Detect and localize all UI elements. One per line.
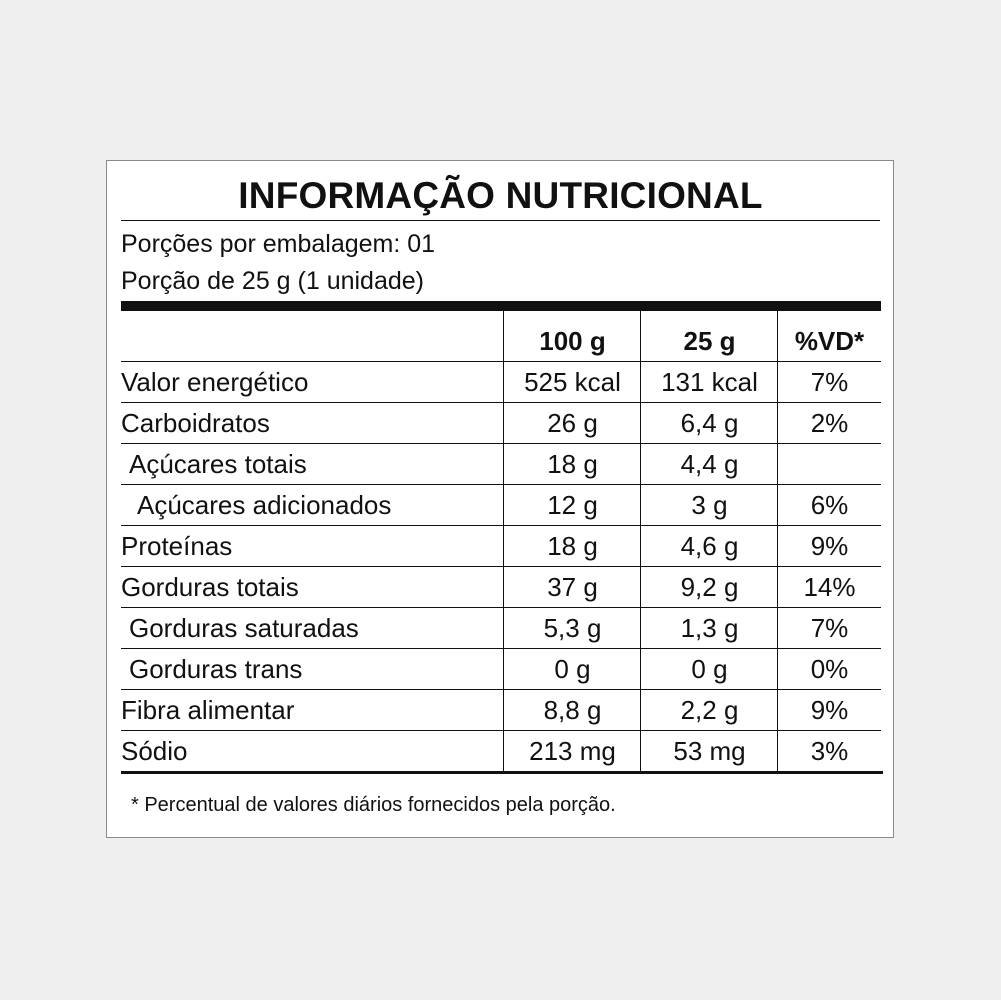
row-label: Proteínas	[121, 531, 233, 561]
serving-size: Porção de 25 g (1 unidade)	[121, 267, 424, 295]
value-per-serving: 1,3 g	[680, 613, 739, 643]
column-divider	[640, 311, 641, 772]
value-daily-percent: 9%	[810, 695, 849, 725]
value-per-100g: 18 g	[547, 531, 598, 561]
value-per-serving: 2,2 g	[680, 695, 739, 725]
column-header-vd: %VD*	[794, 326, 865, 356]
column-divider	[503, 311, 504, 772]
row-label: Gorduras trans	[129, 654, 303, 684]
row-divider	[121, 566, 881, 567]
value-daily-percent: 2%	[810, 408, 849, 438]
value-per-100g: 213 mg	[529, 736, 616, 766]
value-per-100g: 525 kcal	[524, 367, 621, 397]
table-bottom-rule	[121, 771, 883, 774]
label-title: INFORMAÇÃO NUTRICIONAL	[238, 175, 763, 216]
value-per-100g: 26 g	[547, 408, 598, 438]
servings-per-package: Porções por embalagem: 01	[121, 230, 436, 258]
thick-divider	[121, 301, 881, 311]
value-daily-percent	[778, 444, 881, 485]
value-daily-percent: 7%	[810, 367, 849, 397]
row-label: Carboidratos	[121, 408, 270, 438]
row-label: Sódio	[121, 736, 188, 766]
row-divider	[121, 648, 881, 649]
row-divider	[121, 730, 881, 731]
value-per-100g: 18 g	[547, 449, 598, 479]
value-per-serving: 4,6 g	[680, 531, 739, 561]
value-per-100g: 12 g	[547, 490, 598, 520]
row-label: Açúcares adicionados	[137, 490, 392, 520]
value-daily-percent: 6%	[810, 490, 849, 520]
row-label: Valor energético	[121, 367, 309, 397]
header-divider	[121, 361, 881, 362]
row-divider	[121, 525, 881, 526]
value-per-serving: 4,4 g	[680, 449, 739, 479]
row-label: Gorduras totais	[121, 572, 299, 602]
value-per-serving: 9,2 g	[680, 572, 739, 602]
value-per-100g: 8,8 g	[543, 695, 602, 725]
value-per-serving: 131 kcal	[661, 367, 758, 397]
title-divider	[121, 220, 880, 221]
column-header-100g: 100 g	[539, 326, 606, 356]
value-per-100g: 0 g	[554, 654, 591, 684]
column-divider	[777, 311, 778, 772]
row-divider	[121, 607, 881, 608]
row-divider	[121, 402, 881, 403]
value-daily-percent: 7%	[810, 613, 849, 643]
row-label: Gorduras saturadas	[129, 613, 359, 643]
value-per-serving: 3 g	[691, 490, 728, 520]
row-divider	[121, 443, 881, 444]
value-daily-percent: 9%	[810, 531, 849, 561]
value-daily-percent: 3%	[810, 736, 849, 766]
value-per-serving: 6,4 g	[680, 408, 739, 438]
value-per-100g: 5,3 g	[543, 613, 602, 643]
footnote: * Percentual de valores diários fornecid…	[131, 794, 616, 816]
value-daily-percent: 14%	[803, 572, 856, 602]
value-per-serving: 0 g	[691, 654, 728, 684]
value-daily-percent: 0%	[810, 654, 849, 684]
nutrition-label-panel	[106, 160, 894, 838]
row-divider	[121, 689, 881, 690]
row-divider	[121, 484, 881, 485]
value-per-100g: 37 g	[547, 572, 598, 602]
row-label: Açúcares totais	[129, 449, 307, 479]
value-per-serving: 53 mg	[673, 736, 746, 766]
row-label: Fibra alimentar	[121, 695, 295, 725]
column-header-25g: 25 g	[683, 326, 736, 356]
